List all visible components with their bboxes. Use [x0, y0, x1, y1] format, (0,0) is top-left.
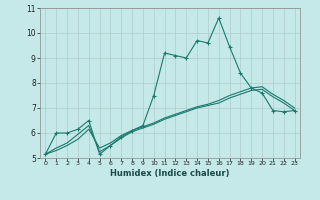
X-axis label: Humidex (Indice chaleur): Humidex (Indice chaleur) — [110, 169, 230, 178]
